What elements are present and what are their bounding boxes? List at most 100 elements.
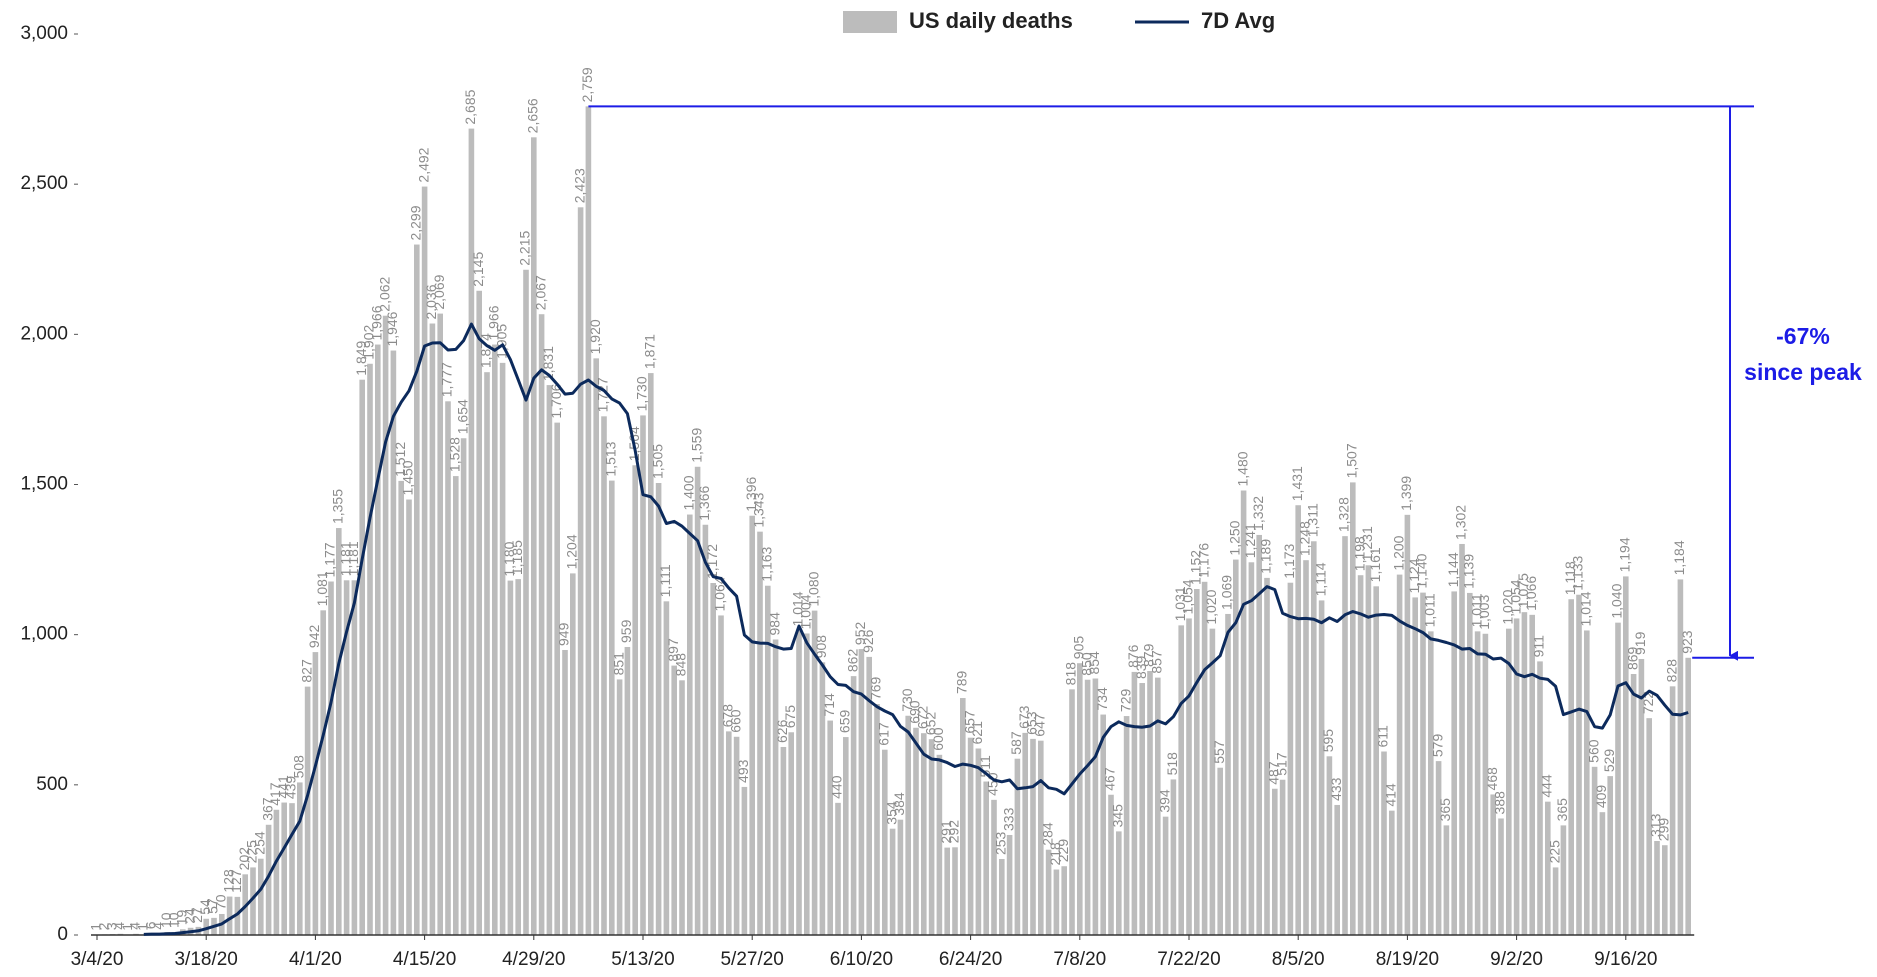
value-label: 1,014 <box>1578 591 1594 626</box>
bar <box>921 733 927 935</box>
x-tick-label: 4/29/20 <box>502 949 565 970</box>
bar <box>453 476 459 935</box>
bar <box>328 581 334 935</box>
value-label: 579 <box>1429 734 1445 758</box>
value-label: 1,124 <box>1406 558 1422 593</box>
value-label: 1,507 <box>1344 443 1360 478</box>
value-label: 879 <box>1141 643 1157 667</box>
value-label: 253 <box>993 831 1009 855</box>
bar <box>414 244 420 935</box>
bar <box>258 858 264 935</box>
bar <box>1006 834 1013 935</box>
bar <box>585 106 592 936</box>
bar <box>1170 779 1177 935</box>
value-label: 1,177 <box>322 542 338 577</box>
value-label: 511 <box>977 755 993 778</box>
value-label: 1,176 <box>1195 543 1211 578</box>
value-label: 729 <box>1117 688 1133 712</box>
bar <box>1092 678 1099 935</box>
value-label: 414 <box>1383 783 1399 807</box>
bar <box>741 786 748 935</box>
x-tick-label: 8/5/20 <box>1272 949 1325 970</box>
value-label: 19 <box>174 910 190 926</box>
value-label: 862 <box>844 649 860 673</box>
bar <box>1240 490 1247 935</box>
value-label: 1,528 <box>447 437 463 472</box>
bar <box>1373 586 1379 935</box>
value-label: 560 <box>1585 739 1601 763</box>
bar <box>1201 581 1208 935</box>
value-label: 959 <box>618 619 634 643</box>
bar <box>437 313 443 935</box>
bar <box>1326 756 1333 935</box>
value-label: 617 <box>876 722 892 746</box>
value-label: 417 <box>267 782 283 806</box>
value-label: 1,328 <box>1336 497 1352 532</box>
value-label: 24 <box>181 908 197 924</box>
value-label: 908 <box>813 635 829 659</box>
bar <box>1685 657 1691 935</box>
value-label: 1,054 <box>1507 579 1523 614</box>
bar <box>1053 869 1060 935</box>
value-label: 828 <box>1663 659 1679 683</box>
value-label: 439 <box>283 776 299 800</box>
x-tick-label: 4/1/20 <box>289 949 342 970</box>
bar <box>1248 562 1255 935</box>
bar <box>1482 633 1489 935</box>
value-label: 1 <box>88 923 104 931</box>
bar <box>1607 776 1613 935</box>
bar <box>1623 576 1629 935</box>
bar <box>999 859 1005 935</box>
value-label: 2,656 <box>525 98 541 133</box>
value-label: 1,040 <box>1609 583 1625 618</box>
value-label: 952 <box>852 622 868 646</box>
bar <box>390 350 397 935</box>
value-label: 388 <box>1492 791 1508 815</box>
value-label: 1,140 <box>1414 553 1430 588</box>
bar <box>1537 661 1543 935</box>
value-label: 923 <box>1679 630 1695 654</box>
bar <box>1529 614 1535 935</box>
overlay: 0 500 1,000 1,500 2,000 2,500 3,000 3/4/20 3/18/… <box>20 8 1862 970</box>
value-label: 4 <box>127 922 143 930</box>
bar <box>445 401 451 935</box>
bar <box>1498 818 1504 935</box>
value-label: 657 <box>961 710 977 734</box>
bar <box>733 736 740 935</box>
bar <box>944 847 950 935</box>
value-label: 1,248 <box>1297 521 1313 556</box>
value-label: 1,920 <box>587 319 603 354</box>
value-label: 493 <box>735 759 751 783</box>
value-label: 1,111 <box>657 564 673 597</box>
value-label: 10 <box>158 912 174 928</box>
value-label: 587 <box>1008 731 1024 755</box>
value-label: 518 <box>1164 752 1180 776</box>
bar <box>1591 766 1598 935</box>
value-label: 6 <box>142 921 158 929</box>
x-tick-label: 3/18/20 <box>174 949 237 970</box>
bar <box>1233 559 1239 935</box>
bar <box>757 531 763 935</box>
bar <box>1646 718 1652 935</box>
value-label: 1,081 <box>314 571 330 606</box>
bar <box>531 137 537 935</box>
bar <box>601 416 607 935</box>
bar <box>1147 671 1153 935</box>
bar <box>468 128 475 936</box>
bar <box>804 633 810 935</box>
value-label: 1,031 <box>1172 586 1188 621</box>
x-tick-label: 5/13/20 <box>611 949 674 970</box>
bar <box>788 732 794 935</box>
value-label: 2,492 <box>415 147 431 182</box>
bar <box>1178 625 1184 935</box>
bar <box>835 802 841 935</box>
bar <box>570 573 576 935</box>
value-label: 1,014 <box>790 591 806 626</box>
bar <box>1513 618 1520 935</box>
value-label: 1,902 <box>361 325 377 360</box>
value-label: 1,966 <box>369 305 385 340</box>
bar <box>1194 589 1200 935</box>
value-label: 254 <box>252 831 268 855</box>
value-label: 1,004 <box>798 594 814 629</box>
